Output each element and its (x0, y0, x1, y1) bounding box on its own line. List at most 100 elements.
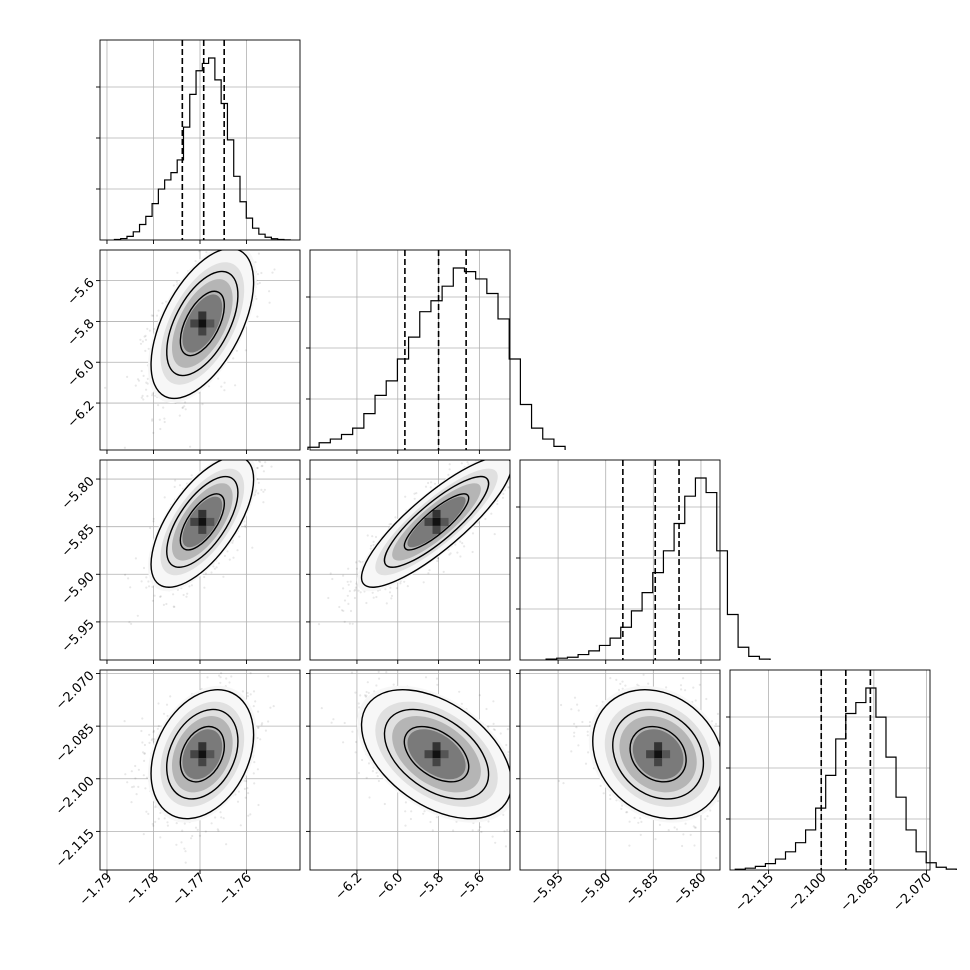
scatter-point (355, 567, 359, 570)
scatter-point (185, 595, 188, 598)
scatter-point (159, 595, 162, 598)
scatter-point (180, 841, 183, 844)
scatter-point (158, 418, 161, 421)
scatter-point (223, 381, 226, 384)
scatter-point (152, 824, 155, 827)
density-cell (190, 319, 199, 328)
scatter-point (152, 431, 155, 434)
scatter-point (338, 605, 341, 609)
scatter-point (141, 394, 144, 397)
scatter-point (144, 338, 148, 341)
scatter-point (204, 572, 207, 575)
scatter-point (225, 677, 228, 680)
scatter-point (126, 781, 129, 784)
scatter-point (448, 468, 451, 471)
histogram-step (545, 477, 771, 660)
density-cell (432, 517, 441, 526)
scatter-point (256, 273, 260, 276)
scatter-point (355, 561, 358, 564)
scatter-point (257, 252, 260, 255)
scatter-point (349, 609, 353, 613)
scatter-point (151, 822, 154, 826)
scatter-point (347, 602, 350, 605)
scatter-point (124, 573, 127, 576)
scatter-point (493, 533, 496, 536)
contour-level-2 (179, 290, 226, 357)
scatter-point (246, 695, 249, 698)
scatter-point (145, 810, 148, 813)
scatter-point (148, 585, 151, 588)
scatter-point (104, 386, 107, 389)
density-cell (198, 509, 207, 518)
scatter-point (273, 268, 276, 271)
scatter-point (178, 484, 182, 487)
scatter-point (340, 609, 344, 612)
contour-level-2 (403, 493, 470, 551)
scatter-point (153, 738, 156, 741)
scatter-point (355, 582, 358, 585)
scatter-point (152, 517, 155, 520)
density-cell (198, 319, 207, 328)
scatter-point (155, 314, 159, 317)
scatter-point (244, 349, 247, 352)
scatter-point (415, 492, 418, 495)
scatter-point (184, 408, 187, 411)
scatter-point (454, 543, 457, 546)
scatter-point (317, 623, 321, 626)
scatter-point (256, 315, 259, 318)
scatter-point (203, 575, 206, 579)
histogram-panel-3 (726, 669, 957, 874)
scatter-point (151, 314, 155, 317)
scatter-point (354, 588, 357, 591)
scatter-point (198, 834, 202, 837)
scatter-point (142, 398, 145, 401)
scatter-point (151, 418, 154, 421)
density-core (190, 311, 215, 336)
scatter-point (148, 741, 151, 744)
scatter-point (342, 587, 345, 590)
scatter-point (136, 378, 140, 381)
scatter-point (329, 572, 332, 575)
scatter-point (428, 569, 431, 572)
scatter-point (496, 502, 499, 506)
scatter-point (256, 466, 259, 470)
scatter-point (390, 597, 393, 600)
scatter-point (254, 700, 257, 703)
scatter-point (182, 593, 185, 597)
panel-content (317, 460, 510, 626)
scatter-point (145, 388, 148, 391)
scatter-point (257, 726, 260, 729)
scatter-point (144, 787, 147, 790)
scatter-point (459, 540, 462, 543)
density-cell (424, 517, 433, 526)
scatter-point (145, 381, 148, 384)
histogram-panel-2 (516, 459, 771, 664)
histogram-step (113, 57, 291, 241)
scatter-point (131, 786, 134, 789)
scatter-point (399, 582, 402, 585)
contour-level-1 (383, 475, 490, 568)
contour-level-1 (166, 475, 239, 568)
scatter-panel-2-0 (96, 459, 301, 664)
scatter-point (139, 338, 142, 341)
scatter-point (201, 403, 204, 406)
scatter-point (456, 551, 459, 554)
scatter-point (359, 561, 362, 564)
scatter-point (163, 496, 166, 499)
scatter-point (137, 379, 141, 382)
density-cell (190, 517, 199, 526)
scatter-point (253, 493, 257, 496)
scatter-point (372, 540, 375, 543)
scatter-point (502, 492, 505, 495)
scatter-point (184, 401, 187, 404)
scatter-point (130, 770, 133, 773)
scatter-point (342, 609, 345, 612)
scatter-point (448, 553, 451, 556)
scatter-point (181, 829, 184, 832)
scatter-point (178, 414, 181, 417)
scatter-point (220, 816, 223, 819)
scatter-point (159, 595, 162, 598)
scatter-point (390, 522, 393, 526)
panel-frame (729, 669, 931, 871)
